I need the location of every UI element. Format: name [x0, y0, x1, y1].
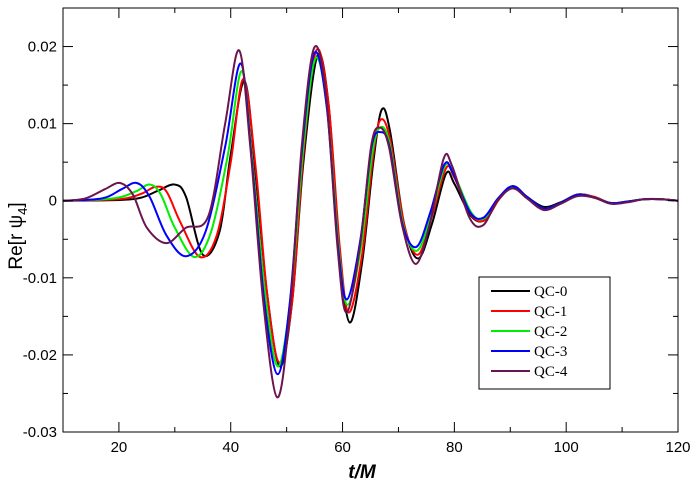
y-axis-label-main: Re[r ψ: [6, 215, 27, 270]
plot-frame: [62, 7, 679, 433]
y-tick-label: -0.03: [23, 424, 57, 441]
x-tick-label: 40: [222, 439, 239, 456]
y-tick-label: -0.02: [23, 347, 57, 364]
axis-tick-labels: 20 40 60 80 100 120 -0.03 -0.02 -0.01 0 0.01 0.02: [23, 39, 691, 456]
legend-entry-label: QC-3: [534, 344, 567, 360]
y-axis-label-end: ]: [6, 202, 27, 207]
y-tick-label: 0.01: [28, 116, 57, 133]
x-tick-label: 80: [446, 439, 463, 456]
y-tick-label: -0.01: [23, 270, 57, 287]
x-tick-label: 20: [111, 439, 128, 456]
x-tick-label: 120: [665, 439, 690, 456]
x-tick-label: 60: [334, 439, 351, 456]
legend-entry-label: QC-2: [534, 324, 567, 340]
series-line-qc-4: [63, 45, 678, 399]
x-tick-label: 100: [554, 439, 579, 456]
axis-ticks: [62, 7, 679, 433]
legend-entry-label: QC-1: [534, 304, 567, 320]
legend-entry-label: QC-0: [534, 284, 567, 300]
legend-entry-label: QC-4: [534, 364, 568, 380]
x-axis-label: t/M: [348, 462, 377, 483]
y-tick-label: 0.02: [28, 39, 57, 56]
legend: QC-0 QC-1 QC-2 QC-3 QC-4: [478, 276, 611, 390]
y-axis-label-subscript: 4: [15, 208, 30, 215]
y-axis-label: Re[r ψ4]: [6, 202, 30, 269]
y-tick-label: 0: [49, 193, 57, 210]
plot-content: [63, 45, 678, 399]
